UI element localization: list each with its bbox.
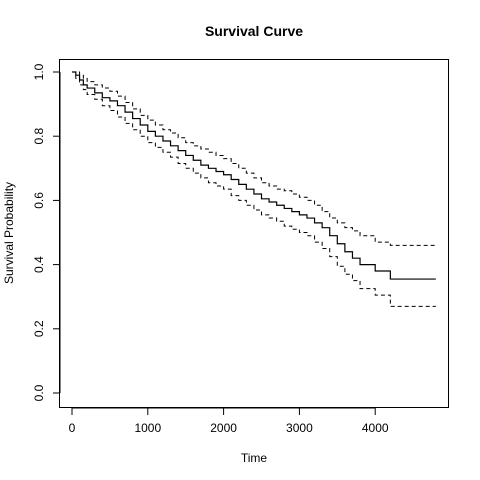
x-tick-label: 4000 — [362, 421, 389, 435]
x-axis-label: Time — [241, 451, 268, 465]
x-tick-label: 0 — [69, 421, 76, 435]
y-tick-label: 0.6 — [32, 192, 46, 209]
lower-ci-line — [72, 71, 436, 307]
y-tick-label: 0.2 — [32, 320, 46, 337]
x-tick-label: 3000 — [286, 421, 313, 435]
y-axis-label: Survival Probability — [2, 182, 16, 284]
y-axis: 0.0 0.2 0.4 0.6 0.8 1.0 — [32, 63, 61, 401]
x-axis: 0 1000 2000 3000 4000 — [69, 407, 389, 435]
y-tick-label: 0.4 — [32, 256, 46, 273]
x-tick-label: 1000 — [134, 421, 161, 435]
y-tick-label: 0.8 — [32, 128, 46, 145]
series-layer — [72, 71, 436, 307]
upper-ci-line — [72, 71, 436, 246]
survival-estimate-line — [72, 71, 436, 280]
chart-title: Survival Curve — [205, 23, 303, 39]
y-tick-label: 0.0 — [32, 384, 46, 401]
y-tick-label: 1.0 — [32, 63, 46, 80]
x-tick-label: 2000 — [210, 421, 237, 435]
